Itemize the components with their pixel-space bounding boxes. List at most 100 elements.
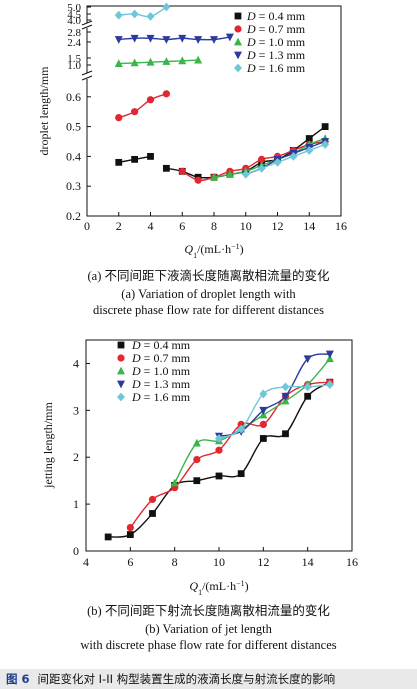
data-point (147, 153, 154, 160)
x-axis-label-part: /(mL·h (202, 579, 236, 593)
x-axis-label-part: Q (184, 242, 193, 256)
data-point (130, 34, 139, 43)
legend-label: D = 1.6 mm (246, 61, 306, 75)
x-axis-label-part: 1 (198, 588, 202, 597)
data-point (215, 472, 223, 480)
legend-label: D = 0.4 mm (246, 9, 306, 23)
figure-title: 间距变化对 I-II 构型装置生成的液滴长度与射流长度的影响 (37, 672, 336, 686)
data-point (178, 167, 186, 175)
x-axis-label-part: ) (245, 579, 249, 593)
legend-marker (117, 380, 125, 389)
y-tick-label: 0 (73, 544, 79, 558)
data-point (194, 176, 202, 184)
x-tick-label: 2 (116, 219, 122, 233)
legend-label-value: = 0.4 mm (141, 338, 191, 352)
x-tick-label: 6 (127, 555, 133, 569)
data-point (114, 59, 123, 67)
x-tick-label: 8 (211, 219, 217, 233)
x-tick-label: 4 (148, 219, 154, 233)
x-tick-label: 6 (179, 219, 185, 233)
x-axis-label-part: Q (189, 579, 198, 593)
figure-label: 图 6 (6, 672, 30, 686)
data-point (225, 33, 234, 42)
data-point (258, 155, 266, 163)
data-point (321, 140, 330, 149)
plot-frame (85, 339, 353, 552)
data-point (146, 12, 155, 21)
data-point (304, 392, 312, 400)
figure-caption-bar: 图 6 间距变化对 I-II 构型装置生成的液滴长度与射流长度的影响 (0, 669, 417, 689)
y-tick-label: 5.0 (67, 2, 81, 14)
x-tick-label: 4 (83, 555, 89, 569)
y-tick-label: 0.3 (66, 179, 81, 193)
legend-label-var: D (246, 9, 256, 23)
y-tick-label: 0.6 (66, 90, 81, 104)
x-tick-label: 0 (84, 219, 90, 233)
y-tick-label: 2 (73, 450, 79, 464)
series-line (108, 381, 331, 538)
data-point (178, 34, 187, 43)
legend-label: D = 1.0 mm (246, 35, 306, 49)
data-point (282, 430, 289, 438)
legend-label: D = 0.7 mm (131, 351, 191, 365)
data-point (192, 438, 201, 447)
data-point (162, 90, 170, 98)
x-tick-label: 16 (335, 219, 347, 233)
x-axis-label: Q1/(mL·h−1) (189, 579, 248, 597)
legend-label-value: = 0.7 mm (141, 351, 191, 365)
legend-marker (117, 366, 125, 375)
legend-marker (234, 37, 242, 46)
x-tick-label: 14 (303, 219, 315, 233)
series-line (129, 381, 330, 528)
data-point (146, 96, 155, 104)
y-tick-label: 1.5 (67, 53, 81, 65)
y-tick-label: 3 (73, 403, 79, 417)
x-tick-label: 12 (272, 219, 284, 233)
data-point (259, 389, 268, 399)
series-line (181, 140, 326, 182)
x-axis-label-part: ) (240, 242, 244, 256)
y-axis-label: droplet length/mm (37, 66, 51, 156)
data-point (194, 55, 203, 64)
data-point (162, 164, 170, 172)
legend-label: D = 0.4 mm (131, 338, 191, 352)
legend-label-var: D (246, 35, 256, 49)
x-axis-label-part: −1 (236, 579, 245, 588)
legend-label-var: D (131, 390, 141, 404)
data-point (193, 455, 201, 464)
caption-b-chinese: (b) 不同间距下射流长度随离散相流量的变化 (87, 604, 330, 618)
data-point (257, 163, 266, 173)
axis-break-mark (81, 75, 93, 81)
legend-marker (234, 25, 242, 33)
x-tick-label: 10 (240, 219, 252, 233)
y-tick-label: 4.5 (67, 9, 81, 21)
x-tick-label: 12 (257, 555, 269, 569)
data-point (115, 114, 123, 122)
data-point (178, 56, 187, 65)
data-point (237, 424, 246, 434)
legend-label: D = 1.3 mm (246, 48, 306, 62)
legend-marker (234, 51, 242, 60)
data-point (130, 58, 139, 67)
data-point (194, 36, 203, 44)
y-tick-label: 0.2 (66, 209, 81, 223)
x-axis-label-part: /(mL·h (197, 242, 231, 256)
legend-marker (117, 341, 125, 349)
data-point (259, 406, 268, 415)
series-line (118, 59, 199, 65)
data-point (305, 146, 314, 155)
axis-break-mark (81, 20, 93, 26)
legend-label-var: D (131, 377, 141, 391)
legend-label: D = 1.3 mm (131, 377, 191, 391)
data-point (325, 380, 334, 389)
data-point (131, 108, 139, 116)
x-axis-label-part: −1 (231, 242, 240, 251)
x-tick-label: 16 (346, 555, 358, 569)
data-point (146, 57, 155, 66)
data-point (162, 36, 171, 44)
legend-marker (234, 63, 242, 73)
legend-label-var: D (131, 364, 141, 378)
y-tick-label: 4.0 (67, 15, 81, 27)
